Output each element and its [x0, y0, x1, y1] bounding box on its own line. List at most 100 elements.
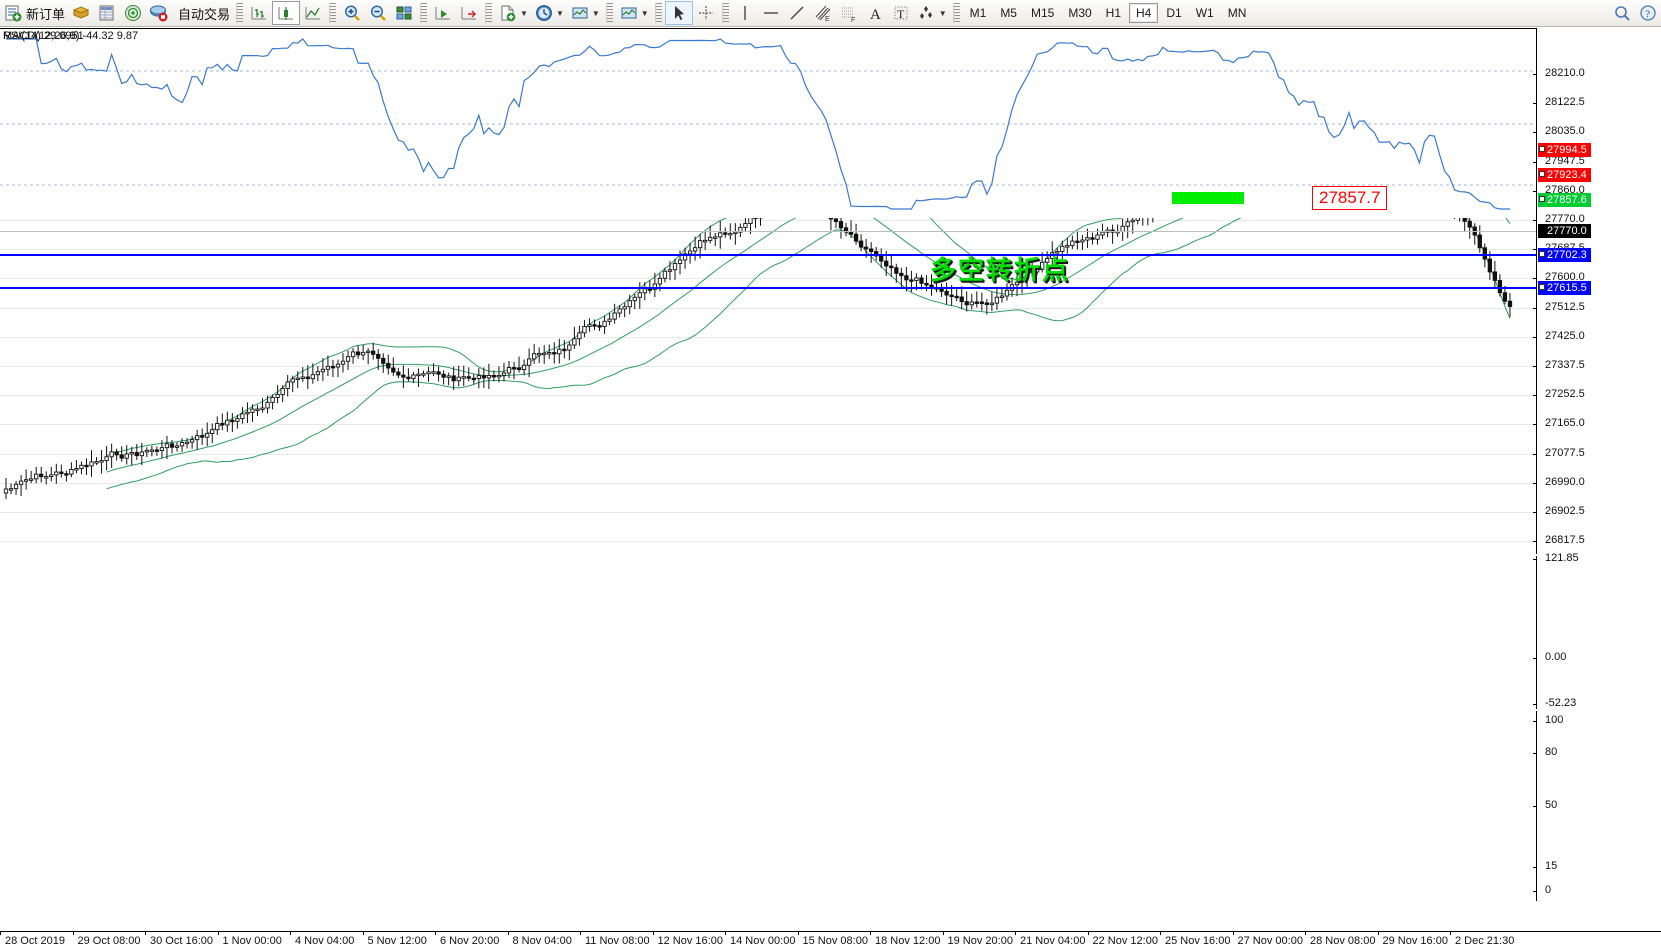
price-tag-27702-3[interactable]: 27702.3: [1538, 248, 1591, 262]
price-tag-27770-0[interactable]: 27770.0: [1538, 224, 1591, 238]
rsi-pane[interactable]: RSI(14) 29.0951: [0, 28, 1536, 218]
price-axis-tick: 27600.0: [1533, 271, 1585, 283]
vertical-line-button[interactable]: [732, 1, 758, 25]
price-tag-handle[interactable]: [1539, 146, 1545, 152]
templates-button[interactable]: ▼: [567, 1, 603, 25]
candle-body: [235, 418, 240, 422]
terminal-button[interactable]: [146, 1, 172, 25]
zoom-out-button[interactable]: [365, 1, 391, 25]
candle-body: [697, 240, 703, 249]
cursor-button[interactable]: [664, 1, 693, 25]
data-window-icon: [97, 3, 117, 23]
candle-body: [959, 296, 964, 303]
candlestick-chart-button[interactable]: [272, 1, 301, 25]
toolbar-separator: [654, 3, 662, 23]
fibonacci-button[interactable]: F: [836, 1, 862, 25]
timeframe-h4[interactable]: H4: [1129, 3, 1159, 23]
highlight-block[interactable]: [1172, 192, 1244, 204]
price-tag-value: 27702.3: [1547, 249, 1587, 261]
horizontal-line-button[interactable]: [758, 1, 784, 25]
chevron-down-icon[interactable]: ▼: [555, 8, 564, 18]
turning-point-annotation[interactable]: 多空转折点: [930, 255, 1071, 285]
time-axis-tick: 14 Nov 00:00: [724, 931, 796, 947]
timeframe-m1[interactable]: M1: [969, 6, 987, 20]
candle-body: [154, 449, 160, 452]
autotrading-button[interactable]: 自动交易: [172, 1, 233, 25]
time-axis-tick: 29 Oct 08:00: [72, 931, 141, 947]
tile-windows-button[interactable]: [391, 1, 417, 25]
text-label-button[interactable]: T: [888, 1, 914, 25]
new-order-button[interactable]: 新订单: [0, 1, 68, 25]
candle-body: [1487, 258, 1493, 273]
chart-container[interactable]: 27857.7 多空转折点 MACD(12,26,9) -44.32 9.87 …: [0, 28, 1661, 949]
auto-scroll-button[interactable]: [430, 1, 456, 25]
bar-chart-button[interactable]: [246, 1, 272, 25]
price-tag-handle[interactable]: [1539, 251, 1545, 257]
candle-body: [416, 373, 421, 377]
price-tag-handle[interactable]: [1539, 171, 1545, 177]
chevron-down-icon[interactable]: ▼: [520, 8, 528, 18]
line-chart-button[interactable]: [300, 1, 326, 25]
candle-body: [1070, 240, 1075, 247]
indicators-button[interactable]: ▼: [495, 1, 531, 25]
chart-shift-button[interactable]: [456, 1, 482, 25]
timeframe-mn[interactable]: MN: [1227, 6, 1247, 20]
candle-body: [863, 246, 869, 250]
expert-advisor-button[interactable]: [68, 1, 94, 25]
line-chart-icon: [303, 3, 323, 23]
candle-body: [622, 306, 627, 310]
timeframe-m15[interactable]: M15: [1030, 6, 1055, 20]
chevron-down-icon[interactable]: ▼: [591, 8, 600, 18]
candle-body: [889, 265, 894, 269]
chevron-down-icon[interactable]: ▼: [938, 8, 947, 18]
cursor-icon: [669, 3, 689, 23]
price-callout[interactable]: 27857.7: [1312, 186, 1388, 210]
candle-body: [441, 373, 446, 378]
support-line-27615[interactable]: [0, 287, 1536, 289]
help-button[interactable]: ?: [1635, 1, 1661, 25]
navigator-button[interactable]: [120, 1, 146, 25]
toolbar-separator: [236, 3, 244, 23]
chevron-down-icon[interactable]: ▼: [640, 8, 649, 18]
data-window-button[interactable]: [94, 1, 120, 25]
equidistant-channel-button[interactable]: E: [810, 1, 836, 25]
price-tag-handle[interactable]: [1539, 284, 1545, 290]
candle-body: [245, 411, 250, 415]
candle-body: [69, 469, 74, 475]
candle-body: [1004, 289, 1010, 297]
candle-body: [59, 471, 64, 475]
candle-body: [355, 351, 361, 356]
price-tag-handle[interactable]: [1539, 196, 1545, 202]
search-button[interactable]: [1609, 1, 1635, 25]
auto-scroll-icon: [433, 3, 453, 23]
timeframe-m30[interactable]: M30: [1068, 6, 1092, 20]
price-tag-27994-5[interactable]: 27994.5: [1538, 143, 1591, 157]
text-button[interactable]: A: [862, 1, 888, 25]
timeframe-m5[interactable]: M5: [1000, 6, 1017, 20]
time-axis-tick: 21 Nov 04:00: [1014, 931, 1086, 947]
candle-body: [184, 441, 190, 445]
period-button[interactable]: ▼: [531, 1, 567, 25]
timeframe-d1[interactable]: D1: [1166, 6, 1182, 20]
macd-axis[interactable]: 121.85 0.00 -52.23: [1532, 552, 1661, 709]
candle-body: [909, 279, 914, 282]
templates2-button[interactable]: ▼: [616, 1, 652, 25]
trendline-button[interactable]: [784, 1, 810, 25]
candle-body: [969, 301, 974, 306]
candle-body: [979, 301, 984, 304]
timeframe-h1[interactable]: H1: [1105, 6, 1122, 20]
candle-body: [189, 439, 195, 443]
price-tag-27923-4[interactable]: 27923.4: [1538, 168, 1591, 182]
candle-body: [537, 353, 542, 356]
rsi-axis[interactable]: 100 80 50 15 0: [1532, 711, 1661, 901]
candle-body: [738, 226, 743, 233]
crosshair-button[interactable]: [693, 1, 719, 25]
shapes-button[interactable]: ▼: [914, 1, 950, 25]
zoom-in-button[interactable]: [339, 1, 365, 25]
timeframe-w1[interactable]: W1: [1195, 6, 1214, 20]
price-tag-27857-6[interactable]: 27857.6: [1538, 193, 1591, 207]
time-axis[interactable]: 28 Oct 2019 29 Oct 08:00 30 Oct 16:00 1 Nov…: [0, 931, 1661, 949]
templates-icon: [570, 3, 590, 23]
support-line-27702[interactable]: [0, 254, 1536, 256]
price-tag-27615-5[interactable]: 27615.5: [1538, 281, 1591, 295]
